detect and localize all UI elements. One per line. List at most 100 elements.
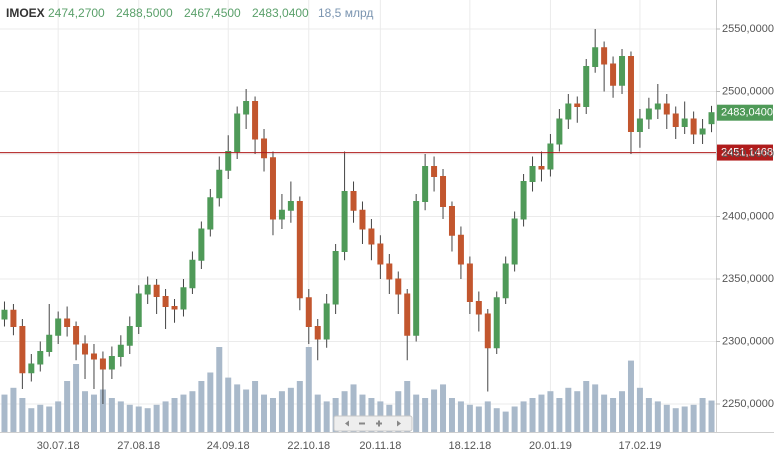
candle-body [10,309,17,327]
zoom-out[interactable] [359,422,365,425]
candle-body [610,63,617,86]
volume-bar [198,381,205,432]
volume-bar [332,398,339,432]
candle-body [64,318,71,327]
volume-bar [162,401,169,432]
scroll-right[interactable] [397,420,401,427]
volume-bar [225,377,232,432]
volume-bar [520,401,527,432]
candle-body [511,218,518,265]
volume-bar [395,391,402,432]
candle-body [135,293,142,327]
scroll-left[interactable] [345,420,349,427]
candle-body [359,209,366,230]
y-tick-label: 2250,0000 [722,398,774,410]
volume-bar [117,401,124,432]
candle-body [243,101,250,115]
candle-layer [1,29,715,404]
candle-body [574,103,581,107]
candle-body [475,301,482,315]
volume-bar [592,384,599,432]
candle-body [305,297,312,327]
volume-bar [538,394,545,432]
volume-bar [431,389,438,432]
volume-bar [601,394,608,432]
candle-body [55,318,62,336]
candle-body [117,344,124,357]
overlay-layer: 2451,1468 2483,0400 [0,104,773,161]
volume-bar [252,381,259,432]
candle-body [207,197,214,230]
volume-bar [341,391,348,432]
candle-body [619,56,626,86]
volume-bar [636,387,643,432]
volume-bar [261,394,268,432]
scroll-control[interactable] [333,415,413,432]
volume-bar [234,384,241,432]
volume-bar [135,406,142,432]
candle-body [672,113,679,127]
candle-body [377,243,384,265]
candle-body [350,191,357,211]
volume-bar [99,389,106,432]
volume-bar [619,391,626,432]
y-tick-label: 2500,0000 [722,85,774,97]
volume-bar [610,398,617,432]
volume-bar [466,404,473,432]
candle-body [341,191,348,252]
candle-body [225,151,232,171]
volume-bar [547,391,554,432]
volume-bar [37,404,44,432]
open-value: 2474,2700 [48,6,105,20]
volume-bar [654,401,661,432]
x-tick-label: 22.10.18 [287,440,330,452]
x-tick-label: 20.01.19 [529,440,572,452]
volume-bar [305,347,312,432]
volume-bar [645,398,652,432]
candle-body [261,138,268,159]
candle-body [189,259,196,289]
volume-bar [350,384,357,432]
candle-body [645,108,652,120]
candle-body [323,303,330,340]
candle-body [386,263,393,280]
x-tick-label: 24.09.18 [207,440,250,452]
candle-body [73,326,80,345]
candle-body [538,166,545,170]
volume-bar [126,404,133,432]
ticker: IMOEX [6,6,45,20]
candle-body [699,128,706,135]
scroll-box [333,415,413,432]
price-level-label: 2451,1468 [721,146,773,158]
candle-body [413,201,420,336]
volume-bar [359,394,366,432]
close-value: 2483,0400 [252,6,309,20]
volume-bar [690,404,697,432]
candle-body [690,118,697,135]
zoom-in[interactable] [376,420,382,427]
candle-body [431,166,438,177]
volume-bar [502,411,509,432]
candle-body [269,157,276,220]
volume-bar [627,360,634,432]
candle-body [404,293,411,336]
volume-bar [314,394,321,432]
volume-bar [323,401,330,432]
candle-body [708,112,715,125]
volume-bar [287,387,294,432]
volume-bar [296,381,303,432]
x-tick-label: 18.12.18 [448,440,491,452]
volume-bar [108,398,115,432]
volume-bar [1,394,8,432]
candle-body [46,334,53,352]
candle-body [171,306,178,310]
candle-body [278,209,285,220]
candle-body [601,47,608,65]
candle-body [583,66,590,107]
candle-body [448,206,455,236]
volume-bar [681,406,688,432]
volume-bar [73,364,80,432]
volume-bar [144,408,151,432]
candle-body [314,326,321,340]
